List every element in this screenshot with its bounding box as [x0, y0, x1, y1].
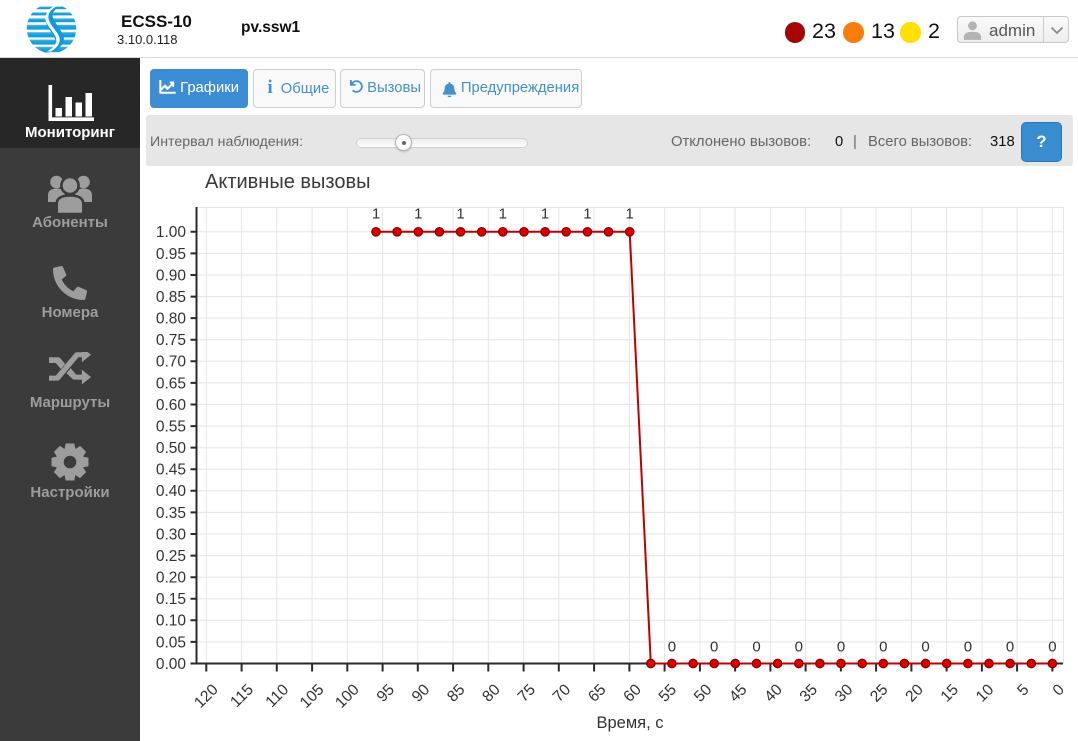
svg-text:1: 1: [583, 206, 591, 223]
svg-text:40: 40: [761, 681, 786, 706]
svg-text:0.20: 0.20: [156, 570, 187, 587]
svg-text:10: 10: [973, 681, 998, 706]
svg-text:0.80: 0.80: [156, 311, 187, 328]
svg-text:1: 1: [456, 206, 464, 223]
svg-text:0.45: 0.45: [156, 462, 186, 479]
svg-text:20: 20: [902, 681, 927, 706]
svg-text:0.25: 0.25: [156, 548, 186, 565]
svg-text:0.50: 0.50: [156, 440, 187, 457]
svg-text:0.35: 0.35: [156, 505, 186, 522]
svg-text:90: 90: [409, 681, 434, 706]
svg-text:0.10: 0.10: [156, 613, 187, 630]
svg-text:65: 65: [585, 681, 610, 706]
svg-text:95: 95: [374, 681, 399, 706]
svg-text:105: 105: [297, 681, 328, 712]
svg-text:1: 1: [414, 206, 422, 223]
svg-text:0.90: 0.90: [156, 267, 187, 284]
svg-text:Время, с: Время, с: [596, 714, 663, 732]
svg-text:50: 50: [691, 681, 716, 706]
svg-text:80: 80: [479, 681, 504, 706]
svg-text:0: 0: [879, 638, 887, 655]
svg-text:0: 0: [921, 638, 929, 655]
svg-text:0.55: 0.55: [156, 419, 186, 436]
svg-text:0.00: 0.00: [156, 656, 187, 673]
svg-text:0.85: 0.85: [156, 289, 186, 306]
svg-text:0.05: 0.05: [156, 634, 186, 651]
svg-text:25: 25: [867, 681, 892, 706]
svg-text:0.30: 0.30: [156, 526, 187, 543]
svg-text:0: 0: [964, 638, 972, 655]
svg-text:30: 30: [832, 681, 857, 706]
svg-text:1: 1: [626, 206, 634, 223]
svg-text:0.40: 0.40: [156, 483, 187, 500]
svg-text:45: 45: [726, 681, 751, 706]
svg-text:85: 85: [444, 681, 469, 706]
svg-text:100: 100: [332, 681, 363, 712]
svg-text:0.15: 0.15: [156, 591, 186, 608]
svg-text:0: 0: [668, 638, 676, 655]
svg-text:0: 0: [795, 638, 803, 655]
svg-text:0.95: 0.95: [156, 246, 186, 263]
svg-text:1.00: 1.00: [156, 224, 187, 241]
svg-text:0: 0: [710, 638, 718, 655]
svg-text:0: 0: [1050, 681, 1068, 699]
svg-text:75: 75: [515, 681, 540, 706]
svg-text:115: 115: [227, 681, 257, 711]
svg-text:110: 110: [263, 681, 293, 711]
svg-text:120: 120: [191, 681, 222, 712]
svg-text:70: 70: [550, 681, 575, 706]
svg-text:0: 0: [1006, 638, 1014, 655]
svg-text:15: 15: [938, 681, 963, 706]
svg-text:0.60: 0.60: [156, 397, 187, 414]
svg-text:5: 5: [1014, 681, 1032, 699]
svg-text:60: 60: [620, 681, 645, 706]
svg-text:0.70: 0.70: [156, 354, 187, 371]
svg-text:55: 55: [656, 681, 681, 706]
svg-text:1: 1: [541, 206, 549, 223]
svg-text:0: 0: [837, 638, 845, 655]
svg-text:0.75: 0.75: [156, 332, 186, 349]
svg-text:Активные вызовы: Активные вызовы: [205, 171, 370, 193]
svg-text:0: 0: [1048, 638, 1056, 655]
svg-text:0: 0: [752, 638, 760, 655]
svg-text:1: 1: [499, 206, 507, 223]
svg-text:1: 1: [372, 206, 380, 223]
svg-text:35: 35: [797, 681, 822, 706]
svg-text:0.65: 0.65: [156, 375, 186, 392]
